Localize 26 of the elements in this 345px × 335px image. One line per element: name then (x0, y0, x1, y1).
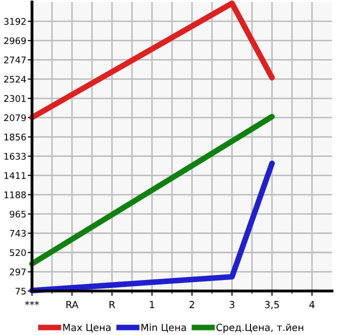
y-tick-label: 965 (10, 210, 26, 218)
legend-label: Min Цена (141, 324, 186, 332)
y-tick-label: 1188 (4, 191, 26, 198)
x-tick-label: 3,5 (265, 300, 279, 310)
y-tick-label: 2079 (4, 114, 26, 122)
x-tick-label: 3 (230, 300, 234, 308)
y-tick-label: 75 (16, 288, 26, 295)
x-tick-label: 4 (309, 301, 315, 308)
x-tick-label: *** (25, 300, 39, 306)
y-tick-label: 297 (10, 268, 26, 276)
y-tick-label: 2301 (4, 95, 26, 102)
y-tick-label: 3192 (4, 18, 26, 25)
x-tick-label: RA (66, 301, 78, 308)
y-tick-label: 743 (10, 230, 26, 237)
y-tick-label: 1411 (4, 172, 26, 179)
legend-label: Max Цена (63, 324, 110, 332)
y-tick-label: 2969 (4, 37, 26, 44)
y-tick-label: 2524 (4, 76, 26, 83)
y-tick-label: 1633 (4, 152, 26, 160)
y-tick-label: 2747 (4, 56, 26, 64)
x-tick-label: 1 (150, 301, 154, 308)
y-tick-label: 1856 (4, 134, 26, 140)
x-tick-label: R (110, 301, 116, 308)
x-tick-label: 2 (190, 300, 194, 308)
y-tick-label: 520 (10, 249, 26, 256)
legend-label: Сред.Цена, т.йен (216, 324, 304, 333)
